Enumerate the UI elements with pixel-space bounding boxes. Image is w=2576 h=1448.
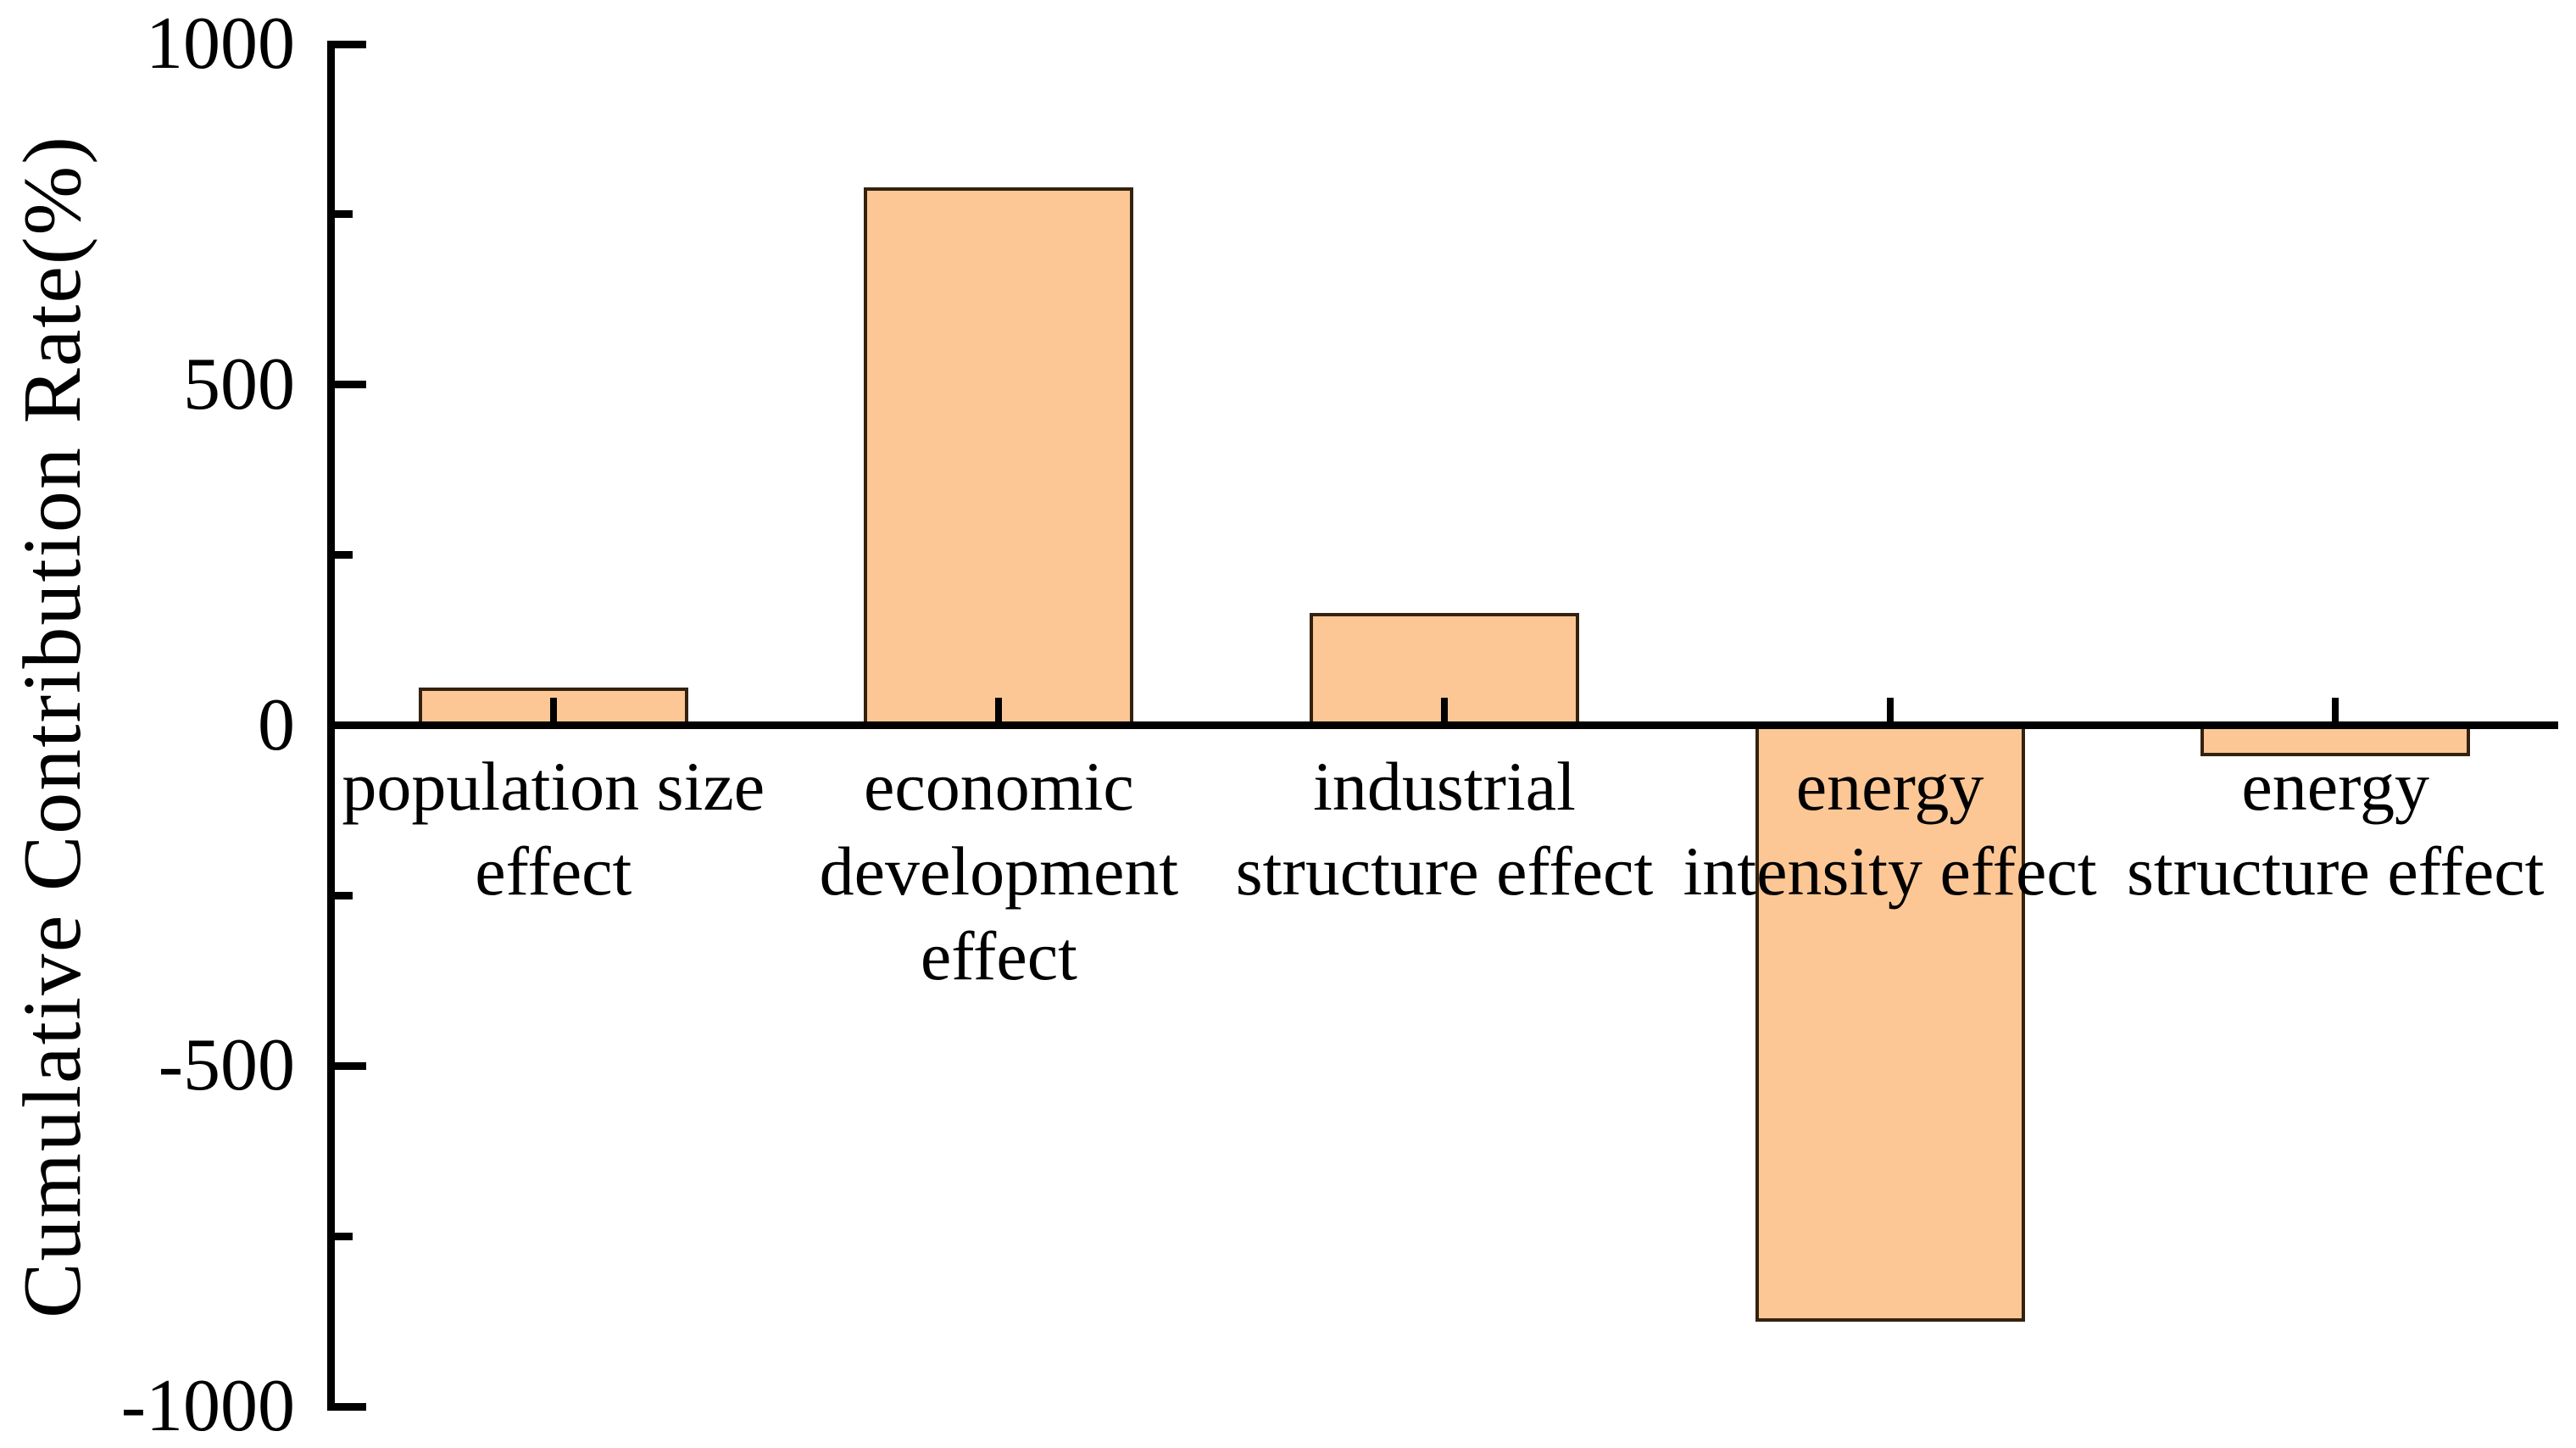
- x-axis-line: [326, 721, 2558, 729]
- category-label-line: industrial: [1313, 748, 1576, 825]
- y-major-tick-500: [333, 381, 366, 389]
- y-tick-label--500: -500: [158, 1024, 295, 1107]
- category-label-line: energy: [2241, 748, 2429, 825]
- x-tick-2: [995, 698, 1003, 721]
- category-label-line: intensity effect: [1683, 833, 2097, 911]
- x-tick-1: [549, 698, 557, 721]
- category-label-line: structure effect: [1235, 833, 1654, 911]
- bar-2: [864, 187, 1134, 729]
- y-tick-label--1000: -1000: [120, 1365, 295, 1447]
- category-label-1: population size effect: [291, 744, 816, 914]
- x-tick-4: [1886, 698, 1894, 721]
- category-label-2: economic development effect: [736, 744, 1261, 999]
- y-tick-label-0: 0: [258, 683, 295, 766]
- category-label-line: energy: [1795, 748, 1984, 825]
- y-axis-title: Cumulative Contribution Rate(%): [7, 135, 98, 1318]
- x-tick-3: [1441, 698, 1448, 721]
- y-minor-tick--750: [333, 1232, 353, 1240]
- category-label-line: population size: [342, 748, 765, 825]
- y-major-tick-0: [333, 721, 366, 729]
- y-major-tick-1000: [333, 40, 366, 48]
- category-label-line: structure effect: [2126, 833, 2545, 911]
- y-tick-label-500: 500: [183, 343, 295, 426]
- category-label-line: effect: [920, 917, 1077, 995]
- category-label-line: development: [819, 833, 1179, 911]
- y-tick-label-1000: 1000: [146, 3, 295, 85]
- bar-4: [1755, 725, 2025, 1323]
- y-minor-tick-750: [333, 210, 353, 219]
- category-label-3: industrial structure effect: [1182, 744, 1707, 914]
- category-label-line: effect: [475, 833, 632, 911]
- category-label-line: economic: [864, 748, 1134, 825]
- y-major-tick--1000: [333, 1402, 366, 1411]
- y-major-tick--500: [333, 1061, 366, 1070]
- category-label-4: energy intensity effect: [1627, 744, 2153, 914]
- category-label-5: energy structure effect: [2072, 744, 2576, 914]
- y-minor-tick--250: [333, 891, 353, 899]
- x-tick-5: [2332, 698, 2340, 721]
- y-minor-tick-250: [333, 551, 353, 560]
